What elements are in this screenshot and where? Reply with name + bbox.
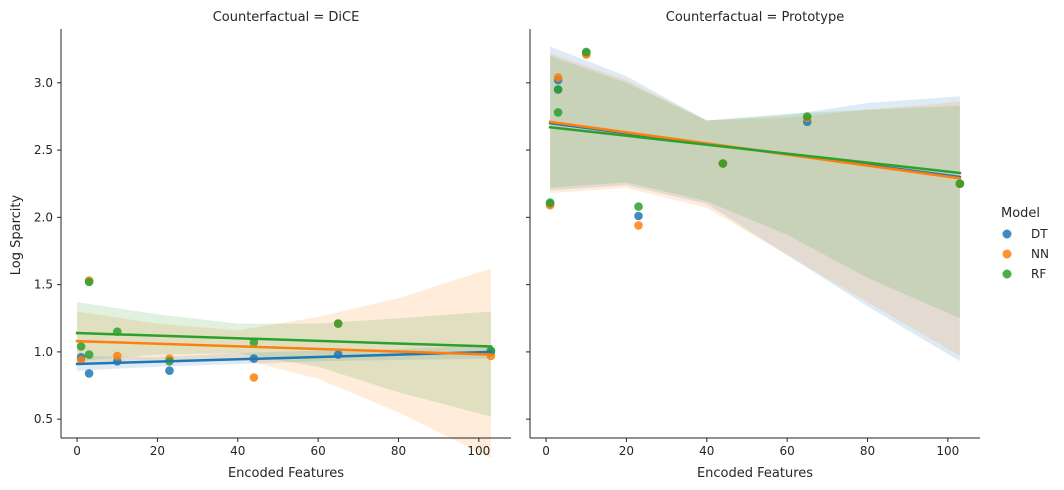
y-tick-label: 0.5 [34,412,53,426]
point-rf [76,342,86,351]
legend-label-dt: DT [1031,227,1048,241]
x-tick-label: 80 [391,444,406,458]
ci-band-dt [550,46,960,362]
x-tick-label: 0 [73,444,81,458]
point-nn [553,73,563,82]
point-rf [249,338,259,347]
y-tick-label: 1.0 [34,345,53,359]
x-tick-label: 0 [542,444,550,458]
point-rf [84,350,94,359]
legend-title: Model [1001,206,1040,221]
point-rf [553,85,563,94]
point-rf [802,112,812,121]
legend-label-nn: NN [1031,247,1049,261]
ci-band-rf [550,55,960,319]
point-nn [634,221,643,230]
point-nn [76,355,86,365]
point-rf [718,159,728,168]
point-rf [333,319,343,328]
x-tick-label: 60 [311,444,326,458]
x-tick-label: 40 [699,444,714,458]
x-tick-label: 80 [860,444,875,458]
ci-band-nn [550,53,960,356]
panel-dice: Counterfactual = DiCE 0 20 40 60 80 100 0.5 1.0… [34,10,511,481]
y-tick-label: 3.0 [34,76,53,90]
point-rf [553,108,563,117]
legend-marker-nn [1002,249,1012,259]
x-tick-label: 60 [780,444,795,458]
fit-line-dt [75,350,493,366]
x-axis-label-prototype: Encoded Features [697,466,813,481]
panel-title-prototype: Counterfactual = Prototype [666,10,844,25]
panel-prototype: Counterfactual = Prototype 0 20 40 60 80 100 … [526,10,980,481]
point-rf [634,202,643,211]
ci-band-nn [77,268,491,459]
point-rf [582,47,591,57]
point-rf [955,179,965,188]
x-tick-label: 40 [230,444,245,458]
x-tick-label: 100 [467,444,490,458]
x-tick-label: 100 [936,444,959,458]
legend-label-rf: RF [1031,267,1046,281]
y-tick-label: 2.5 [34,143,53,157]
fit-line-rf [548,125,962,175]
point-rf [84,277,94,287]
panel-title-dice: Counterfactual = DiCE [213,10,360,25]
y-tick-label: 1.5 [34,278,53,292]
point-rf [545,198,555,207]
point-nn [249,373,259,382]
point-dt [165,366,174,376]
legend-marker-rf [1002,269,1012,279]
fit-line-rf [75,331,493,348]
x-axis-label-dice: Encoded Features [228,466,344,481]
point-nn [113,351,122,361]
x-tick-label: 20 [619,444,634,458]
x-tick-label: 20 [150,444,165,458]
point-dt [84,369,94,378]
legend: Model DT NN RF [1001,206,1049,281]
legend-marker-dt [1002,229,1012,239]
ci-band-rf [77,302,491,417]
y-axis-label: Log Sparcity [9,194,24,275]
point-dt [634,211,643,221]
y-tick-label: 2.0 [34,210,53,224]
fit-line-nn [75,339,493,356]
